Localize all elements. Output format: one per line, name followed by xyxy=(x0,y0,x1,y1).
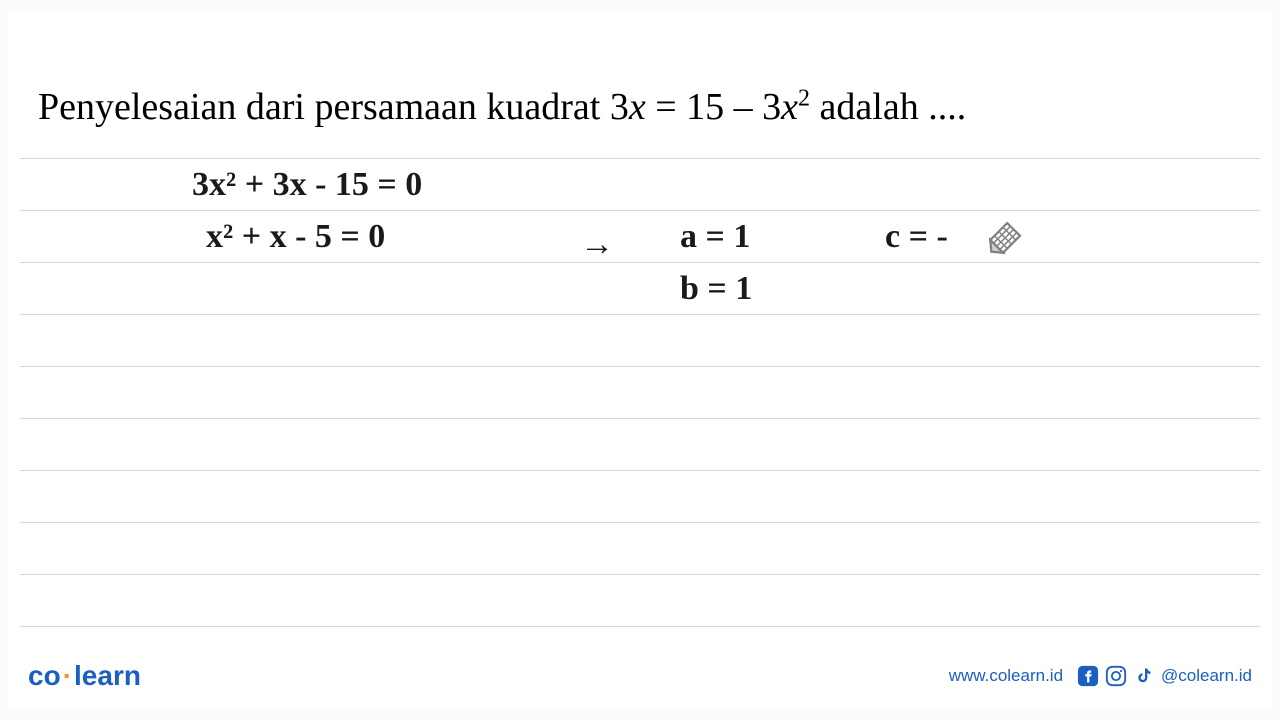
eq-lhs-var: x xyxy=(629,86,646,128)
logo-co: co xyxy=(28,660,61,691)
ruled-line xyxy=(20,522,1260,523)
handwriting-line-2-c: c = - xyxy=(885,218,948,256)
footer-right-group: www.colearn.id @colearn.id xyxy=(949,665,1252,687)
instagram-icon[interactable] xyxy=(1105,665,1127,687)
ruled-line xyxy=(20,262,1260,263)
tiktok-icon[interactable] xyxy=(1133,665,1155,687)
eq-rhs-const: 15 xyxy=(686,86,724,128)
eq-lhs-coef: 3 xyxy=(610,86,629,128)
question-suffix: adalah .... xyxy=(810,86,966,128)
social-icons-group: @colearn.id xyxy=(1077,665,1252,687)
handwriting-line-2-left: x² + x - 5 = 0 xyxy=(206,218,385,256)
hw-eq1: 3x² + 3x - 15 = 0 xyxy=(192,166,422,203)
logo-learn: learn xyxy=(74,660,141,691)
ruled-line xyxy=(20,210,1260,211)
eq-rhs-var: x xyxy=(781,86,798,128)
website-link[interactable]: www.colearn.id xyxy=(949,666,1063,686)
social-handle[interactable]: @colearn.id xyxy=(1161,666,1252,686)
hw-b-value: b = 1 xyxy=(680,270,752,307)
logo-dot: · xyxy=(63,660,72,691)
handwriting-line-2-a: a = 1 xyxy=(680,218,750,256)
eq-rhs-minus: – xyxy=(724,86,762,128)
ruled-line xyxy=(20,158,1260,159)
question-prefix: Penyelesaian dari persamaan kuadrat xyxy=(38,86,610,128)
handwriting-line-1: 3x² + 3x - 15 = 0 xyxy=(192,166,422,204)
brand-logo: co·learn xyxy=(28,660,141,692)
ruled-line xyxy=(20,314,1260,315)
eq-equals: = xyxy=(646,86,686,128)
ruled-line xyxy=(20,470,1260,471)
hw-c-value: c = - xyxy=(885,218,948,255)
page-footer: co·learn www.colearn.id @colearn.id xyxy=(28,660,1252,692)
ruled-line xyxy=(20,626,1260,627)
handwriting-line-3-b: b = 1 xyxy=(680,270,752,308)
hw-eq2: x² + x - 5 = 0 xyxy=(206,218,385,255)
pencil-cursor-icon xyxy=(978,215,1029,266)
hw-a-value: a = 1 xyxy=(680,218,750,255)
lined-paper-area: 3x² + 3x - 15 = 0 x² + x - 5 = 0 → a = 1… xyxy=(20,158,1260,640)
eq-rhs-exp: 2 xyxy=(798,85,810,111)
ruled-line xyxy=(20,418,1260,419)
eq-rhs-coef: 3 xyxy=(762,86,781,128)
ruled-line xyxy=(20,366,1260,367)
ruled-line xyxy=(20,574,1260,575)
handwriting-line-2-arrow: → xyxy=(580,218,612,265)
question-text: Penyelesaian dari persamaan kuadrat 3x =… xyxy=(8,10,1272,149)
hw-arrow: → xyxy=(580,226,612,264)
facebook-icon[interactable] xyxy=(1077,665,1099,687)
